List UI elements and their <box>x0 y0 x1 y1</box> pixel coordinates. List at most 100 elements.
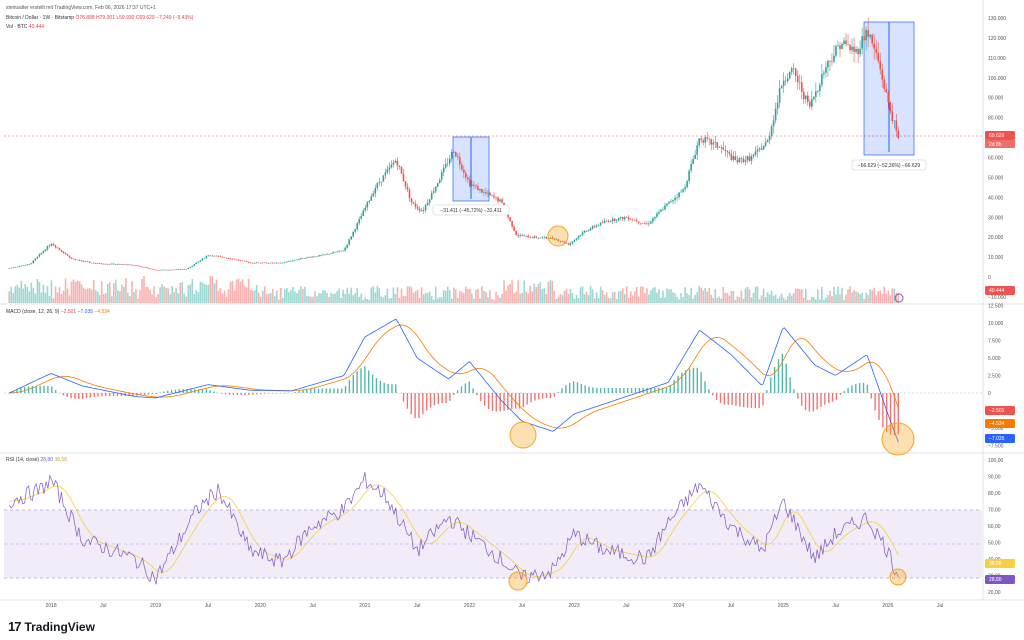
macd-signal-badge-bg <box>985 419 1015 428</box>
candle-body <box>716 142 719 148</box>
macd-tick-label: 7.500 <box>988 339 1001 345</box>
macd-hist-bar <box>213 391 215 393</box>
candle-body <box>768 136 771 141</box>
volume-bar <box>201 282 204 303</box>
macd-hist-bar <box>576 382 579 393</box>
volume-bar <box>247 279 250 303</box>
volume-bar <box>111 296 113 303</box>
volume-bars <box>8 275 900 303</box>
candle-body <box>28 264 31 265</box>
macd-hist-bar <box>190 389 192 393</box>
candle-body <box>430 192 433 200</box>
candle-body <box>895 120 898 131</box>
candle-body <box>100 263 103 265</box>
volume-legend[interactable]: Vol · BTC 40.444 <box>6 24 44 30</box>
candle-body <box>412 202 415 204</box>
candle-body <box>615 220 618 222</box>
volume-bar <box>686 293 688 303</box>
candle-body <box>165 269 167 271</box>
volume-bar <box>310 296 312 303</box>
candle-body <box>698 138 700 146</box>
symbol-legend[interactable]: Bitcoin / Dollar · 1W · Bitstamp O76.888… <box>6 15 193 21</box>
volume-bar <box>24 284 27 303</box>
volume-bar <box>581 286 584 303</box>
macd-hist-bar <box>476 393 478 396</box>
macd-hist-bar <box>862 382 865 393</box>
volume-bar <box>509 283 511 303</box>
candle-body <box>786 78 789 82</box>
candle-body <box>537 237 540 239</box>
highlight-circle-rsi-low <box>508 571 528 591</box>
candle-body <box>18 266 21 267</box>
candle-body <box>841 44 843 49</box>
volume-bar <box>738 297 741 303</box>
candle-body <box>416 206 419 209</box>
axes[interactable]: 130.000 120.000 110.000 100.000 90.000 80.000… <box>46 16 1015 609</box>
rsi-legend[interactable]: RSI (14, close) 28,80 38,58 <box>6 457 67 463</box>
volume-bar <box>312 296 314 303</box>
volume-bar <box>384 295 387 303</box>
macd-hist-bar <box>23 387 26 393</box>
macd-hist-bar <box>112 393 115 397</box>
volume-bar <box>519 293 521 303</box>
volume-bar <box>364 297 367 303</box>
volume-bar <box>754 286 757 303</box>
time-tick-label: Jul <box>937 603 943 609</box>
volume-bar <box>400 288 403 303</box>
highlight-circle-macd-now <box>881 422 915 456</box>
candle-body <box>774 108 777 121</box>
candle-body <box>688 170 690 182</box>
volume-bar <box>26 286 29 303</box>
measure-label-2022: −31.411 (−45,72%) −31.411 <box>440 208 502 214</box>
volume-bar <box>265 294 268 303</box>
candle-body <box>36 256 39 259</box>
volume-bar <box>14 286 17 303</box>
volume-bar <box>839 294 841 303</box>
macd-hist-bar <box>735 393 737 406</box>
volume-bar <box>807 299 809 303</box>
volume-bar <box>390 297 393 303</box>
volume-bar <box>96 291 99 303</box>
candle-body <box>342 250 344 252</box>
macd-hist-bar <box>31 386 34 393</box>
volume-bar <box>221 293 224 303</box>
candle-body <box>804 95 807 100</box>
macd-hist-bar <box>89 393 92 398</box>
volume-bar <box>235 279 238 303</box>
volume-bar <box>855 291 857 303</box>
candle-body <box>96 263 99 264</box>
macd-hist-bar <box>746 393 749 408</box>
volume-bar <box>8 291 11 303</box>
volume-bar <box>394 294 397 303</box>
macd-hist-bar <box>201 389 204 393</box>
macd-hist-bar <box>708 389 710 393</box>
candle-body <box>332 252 334 254</box>
event-marker-icon[interactable] <box>894 293 904 303</box>
volume-bar <box>129 295 131 303</box>
measure-label-bg-2022 <box>432 204 510 216</box>
candle-body <box>370 196 373 201</box>
volume-bar <box>817 289 819 303</box>
volume-bar <box>682 297 684 303</box>
time-tick-label: Jul <box>623 603 629 609</box>
macd-hist-bar <box>797 393 799 399</box>
candle-body <box>177 269 179 270</box>
candle-body <box>668 201 670 204</box>
candle-body <box>111 263 113 265</box>
volume-bar <box>750 297 753 303</box>
volume-bar <box>559 294 562 303</box>
volume-bar <box>887 290 890 303</box>
candle-body <box>710 139 713 145</box>
macd-hist-bar <box>464 383 467 393</box>
macd-hist-bar <box>406 393 409 409</box>
volume-bar <box>86 288 89 303</box>
volume-bar <box>342 289 344 303</box>
macd-legend[interactable]: MACD (close, 12, 26, 9) −2.501 −7.035 −4… <box>6 309 110 315</box>
candle-body <box>328 253 330 255</box>
candle-body <box>434 186 437 192</box>
candle-body <box>80 260 83 262</box>
macd-hist-bar <box>808 393 811 412</box>
candle-body <box>644 223 646 224</box>
price-tick-label: 110.000 <box>988 56 1006 62</box>
